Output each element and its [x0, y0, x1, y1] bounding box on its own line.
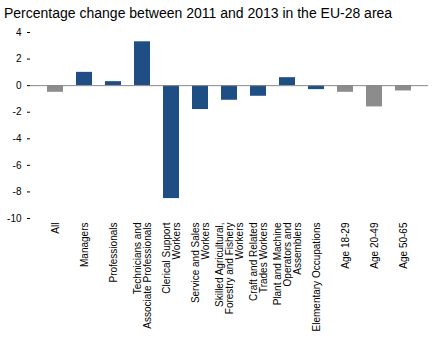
svg-text:4: 4	[16, 27, 22, 38]
svg-text:-8: -8	[13, 186, 22, 197]
svg-text:-10: -10	[7, 213, 22, 224]
svg-text:Service and SalesWorkers: Service and SalesWorkers	[190, 223, 211, 304]
svg-text:0: 0	[16, 80, 22, 91]
svg-text:Age 50-65: Age 50-65	[398, 222, 409, 269]
svg-text:Skilled Agricultural,Forestry: Skilled Agricultural,Forestry and Fisher…	[214, 223, 245, 315]
svg-text:Age 18-29: Age 18-29	[340, 222, 351, 269]
svg-text:-6: -6	[13, 160, 22, 171]
svg-text:Managers: Managers	[79, 223, 90, 267]
svg-text:Clerical SupportWorkers: Clerical SupportWorkers	[161, 222, 182, 293]
svg-text:Elementary Occupations: Elementary Occupations	[311, 223, 322, 332]
svg-text:-2: -2	[13, 106, 22, 117]
svg-text:2: 2	[16, 53, 22, 64]
svg-text:-4: -4	[13, 133, 22, 144]
svg-text:Technicians andAssociate Profe: Technicians andAssociate Professionals	[132, 223, 153, 329]
svg-text:Professionals: Professionals	[108, 223, 119, 283]
svg-text:All: All	[50, 223, 61, 234]
html-text:Percentage change between 2011: Percentage change between 2011 and 2013 …	[4, 5, 393, 21]
svg-text:Age 20-49: Age 20-49	[369, 222, 380, 269]
svg-text:Plant and MachineOperators and: Plant and MachineOperators andAssemblers	[272, 222, 303, 305]
svg-text:Craft and RelatedTrades Worker: Craft and RelatedTrades Workers	[248, 223, 269, 301]
